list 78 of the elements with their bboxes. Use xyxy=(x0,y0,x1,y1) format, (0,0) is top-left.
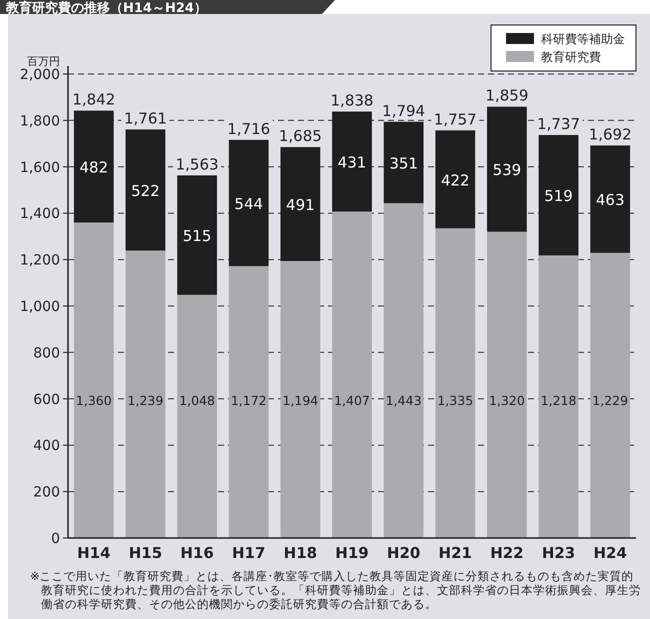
bar xyxy=(487,106,527,232)
y-tick-label: 1,600 xyxy=(20,160,60,176)
x-tick-label: H17 xyxy=(232,544,266,562)
y-tick-label: 1,200 xyxy=(20,252,60,269)
total-label: 1,794 xyxy=(382,102,426,120)
x-tick-label: H19 xyxy=(335,544,369,562)
y-tick-label: 0 xyxy=(51,531,60,547)
total-label: 1,685 xyxy=(278,127,322,146)
bar xyxy=(384,203,424,538)
total-label: 1,859 xyxy=(485,86,528,105)
bar xyxy=(435,228,476,538)
y-tick-label: 1,400 xyxy=(20,206,60,222)
data-label: 515 xyxy=(182,227,212,246)
y-tick-label: 400 xyxy=(33,438,60,454)
data-label: 431 xyxy=(338,154,366,172)
data-label: 1,172 xyxy=(230,392,267,408)
bar xyxy=(74,222,114,538)
bar xyxy=(177,175,217,295)
data-label: 1,239 xyxy=(128,392,164,408)
x-tick-label: H15 xyxy=(128,544,162,562)
bar xyxy=(590,252,630,538)
total-label: 1,692 xyxy=(588,125,632,144)
bar xyxy=(126,129,166,251)
data-label: 1,407 xyxy=(334,392,370,408)
total-label: 1,761 xyxy=(124,109,167,128)
legend-label: 教育研究費 xyxy=(541,50,601,64)
data-label: 463 xyxy=(596,191,624,210)
data-label: 1,229 xyxy=(592,392,628,408)
y-tick-label: 2,000 xyxy=(20,67,60,83)
data-label: 351 xyxy=(389,154,418,173)
x-tick-label: H14 xyxy=(77,544,111,562)
x-tick-label: H16 xyxy=(180,544,214,562)
x-tick-label: H20 xyxy=(386,544,420,562)
chart-title: 教育研究費の推移（H14～H24） xyxy=(5,0,207,16)
bar xyxy=(538,135,578,256)
y-tick-label: 1,800 xyxy=(20,113,60,130)
total-label: 1,737 xyxy=(537,115,580,134)
data-label: 1,048 xyxy=(179,392,216,408)
data-label: 1,320 xyxy=(489,392,525,408)
data-label: 544 xyxy=(234,194,264,213)
bar xyxy=(332,212,372,538)
bar xyxy=(280,147,320,261)
x-tick-label: H21 xyxy=(438,544,472,562)
y-tick-label: 800 xyxy=(33,345,60,362)
bar xyxy=(74,110,114,222)
data-label: 1,443 xyxy=(386,392,422,408)
bar xyxy=(487,232,527,538)
bar xyxy=(126,250,166,538)
total-label: 1,842 xyxy=(72,90,116,109)
data-label: 422 xyxy=(440,171,470,190)
bar xyxy=(228,140,269,266)
y-axis-title: 百万円 xyxy=(27,55,60,68)
total-label: 1,563 xyxy=(176,155,219,174)
x-tick-label: H23 xyxy=(542,544,576,562)
data-label: 1,218 xyxy=(540,392,576,408)
data-label: 1,335 xyxy=(437,392,474,408)
total-label: 1,716 xyxy=(227,120,270,138)
data-label: 519 xyxy=(544,187,573,206)
bar xyxy=(280,260,320,538)
x-tick-label: H22 xyxy=(490,544,524,562)
x-tick-label: H18 xyxy=(284,544,318,562)
total-label: 1,757 xyxy=(434,110,477,128)
x-tick-label: H24 xyxy=(593,544,627,562)
bar xyxy=(177,294,217,538)
data-label: 491 xyxy=(286,196,315,214)
y-tick-label: 1,000 xyxy=(20,299,60,315)
data-label: 522 xyxy=(131,182,160,200)
legend-label: 科研費等補助金 xyxy=(541,32,625,46)
text: ※ここで用いた「教育研究費」とは、各講座･教室等で購入した教具等固定資産に分類されるものも含めた実質的教育研究に使われた費用の合計を示している。「科研費等補助金」とは、文部科学省の日本学術振興会、厚生労働省の科学研究費、その他公的機関からの委託研究費等の合計額である。 xyxy=(30,569,641,611)
bar xyxy=(228,266,269,538)
bar xyxy=(538,255,578,538)
data-label: 539 xyxy=(492,161,522,180)
total-label: 1,838 xyxy=(330,92,374,110)
data-label: 482 xyxy=(80,158,108,177)
data-label: 1,194 xyxy=(282,392,318,408)
data-label: 1,360 xyxy=(76,392,112,408)
y-tick-label: 200 xyxy=(33,484,60,501)
y-tick-label: 600 xyxy=(33,392,60,408)
